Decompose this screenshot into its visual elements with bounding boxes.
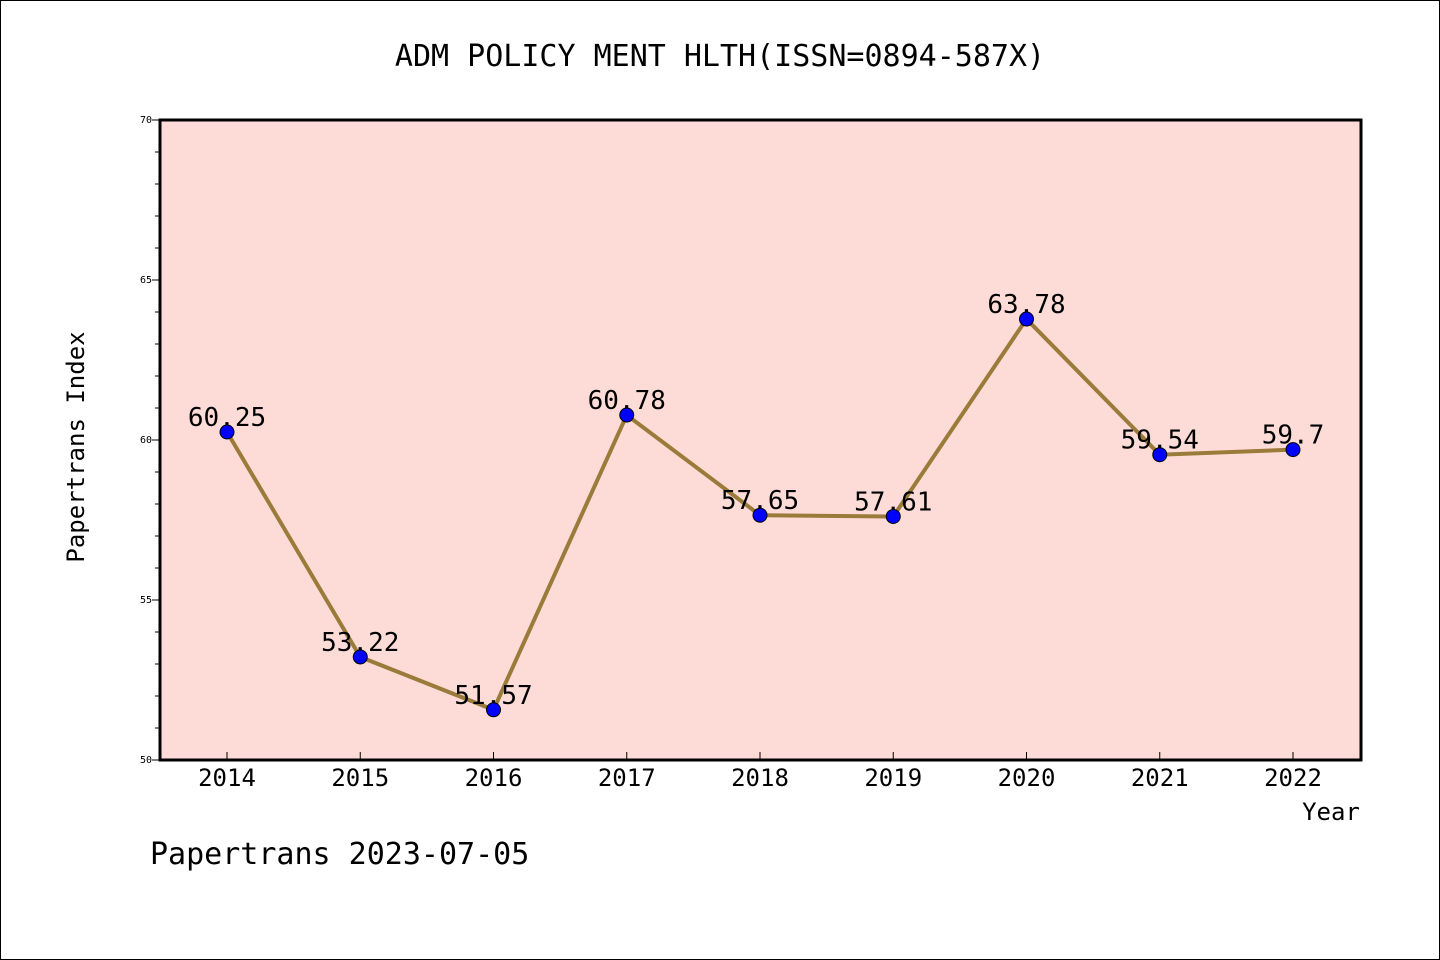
data-point xyxy=(486,702,501,718)
x-tick-label: 2014 xyxy=(198,764,256,792)
x-tick-label: 2015 xyxy=(331,764,389,792)
y-tick-label: 60 xyxy=(140,435,152,446)
x-tick-label: 2018 xyxy=(731,764,789,792)
x-tick-label: 2017 xyxy=(598,764,656,792)
data-point xyxy=(885,508,901,524)
y-tick-label: 70 xyxy=(140,115,152,126)
data-point xyxy=(1152,447,1168,463)
x-axis-label: Year xyxy=(1302,798,1360,826)
footer-text: Papertrans 2023-07-05 xyxy=(150,837,529,872)
data-point xyxy=(619,407,635,423)
y-axis: 50 55 60 65 70 xyxy=(140,115,160,766)
data-point xyxy=(1019,311,1034,327)
data-point xyxy=(219,424,235,440)
data-point xyxy=(352,649,368,665)
x-tick-label: 2016 xyxy=(465,764,523,792)
x-tick-label: 2019 xyxy=(864,764,922,792)
data-markers xyxy=(219,311,1301,718)
x-tick-label: 2021 xyxy=(1131,764,1189,792)
x-tick-label: 2022 xyxy=(1264,764,1322,792)
y-tick-label: 55 xyxy=(140,595,152,606)
chart-title: ADM POLICY MENT HLTH(ISSN=0894-587X) xyxy=(395,39,1045,74)
y-tick-label: 50 xyxy=(140,755,152,766)
y-axis-label: Papertrans Index xyxy=(62,331,90,562)
x-axis: 2014 2015 2016 2017 2018 2019 2020 2021 2022 xyxy=(198,752,1322,792)
data-point xyxy=(1285,442,1301,458)
x-tick-label: 2020 xyxy=(998,764,1056,792)
data-point xyxy=(752,507,768,523)
y-tick-label: 65 xyxy=(140,275,152,286)
